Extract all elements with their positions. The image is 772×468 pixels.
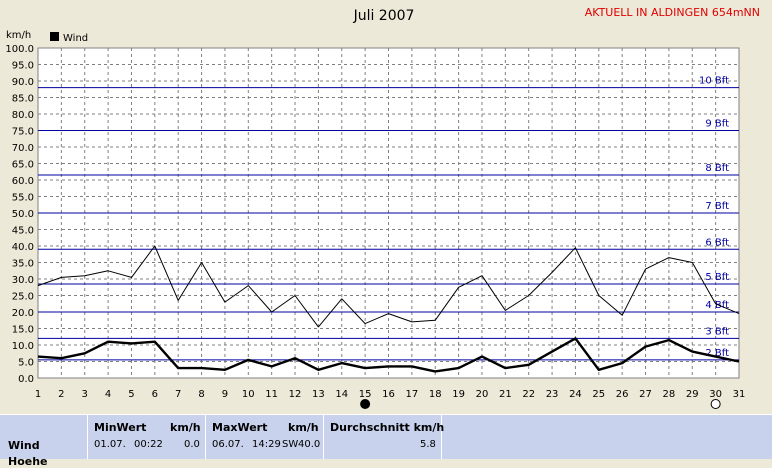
y-tick-label: 75.0	[12, 127, 34, 138]
beaufort-label: 2 Bft	[705, 348, 729, 359]
y-tick-labels: 0.0 5.0 10.0 15.0 20.0 25.0 30.0 35.0 40.0 45.0 50…	[5, 44, 34, 385]
beaufort-label: 5 Bft	[705, 272, 729, 283]
min-header: MinWert	[94, 421, 147, 434]
y-tick-label: 20.0	[12, 308, 34, 319]
beaufort-label: 4 Bft	[705, 300, 729, 311]
y-tick-label: 5.0	[18, 358, 34, 369]
y-tick-label: 60.0	[12, 176, 34, 187]
x-tick-label: 17	[405, 389, 418, 400]
legend-label: Wind	[63, 33, 88, 44]
x-tick-label: 5	[128, 389, 134, 400]
x-tick-label: 9	[222, 389, 228, 400]
beaufort-label: 6 Bft	[705, 237, 729, 248]
x-tick-label: 22	[522, 389, 535, 400]
min-cell: MinWert km/h 01.07. 00:22 0.0	[88, 415, 206, 459]
y-tick-label: 80.0	[12, 110, 34, 121]
x-tick-label: 10	[242, 389, 255, 400]
wind-chart: 2 Bft 3 Bft 4 Bft 5 Bft 6 Bft 7 Bft 8 Bft 9 Bft…	[5, 6, 760, 409]
x-tick-label: 6	[152, 389, 158, 400]
y-tick-label: 85.0	[12, 94, 34, 105]
min-date: 01.07.	[94, 439, 126, 450]
avg-cell: Durchschnitt km/h 5.8	[324, 415, 445, 459]
beaufort-label: 3 Bft	[705, 326, 729, 337]
y-tick-label: 90.0	[12, 77, 34, 88]
y-tick-label: 0.0	[18, 374, 34, 385]
beaufort-label: 10 Bft	[699, 76, 729, 87]
x-tick-label: 25	[592, 389, 605, 400]
x-tick-label: 26	[616, 389, 629, 400]
x-tick-label: 8	[198, 389, 204, 400]
x-tick-labels: 1 2 3 4 5 6 7 8 9 10 11 12 13 14 15 16 17 18 19 20 21 22 23 24 2…	[35, 389, 746, 400]
x-tick-label: 13	[312, 389, 325, 400]
stats-label-cell: Wind Hoehe	[0, 415, 88, 468]
beaufort-label: 8 Bft	[705, 163, 729, 174]
y-tick-label: 65.0	[12, 160, 34, 171]
min-time: 00:22	[134, 439, 163, 450]
avg-header: Durchschnitt km/h	[330, 421, 445, 434]
x-tick-label: 4	[105, 389, 111, 400]
x-tick-label: 18	[429, 389, 442, 400]
y-tick-label: 100.0	[5, 44, 34, 55]
x-tick-label: 16	[382, 389, 395, 400]
beaufort-lines: 2 Bft 3 Bft 4 Bft 5 Bft 6 Bft 7 Bft 8 Bft 9 Bft…	[38, 76, 739, 361]
x-tick-label: 24	[569, 389, 582, 400]
moon-markers	[360, 399, 721, 409]
y-tick-label: 95.0	[12, 61, 34, 72]
max-cell: MaxWert km/h 06.07. 14:29 SW 40.0	[206, 415, 324, 459]
chart-window: 2 Bft 3 Bft 4 Bft 5 Bft 6 Bft 7 Bft 8 Bft 9 Bft…	[0, 6, 772, 468]
series-group	[37, 245, 740, 373]
chart-title: Juli 2007	[353, 8, 415, 24]
x-tick-label: 27	[639, 389, 652, 400]
y-tick-label: 45.0	[12, 226, 34, 237]
x-tick-label: 30	[709, 389, 722, 400]
x-tick-label: 20	[476, 389, 489, 400]
y-tick-label: 70.0	[12, 143, 34, 154]
y-tick-label: 35.0	[12, 259, 34, 270]
max-unit: km/h	[288, 421, 319, 434]
y-tick-label: 50.0	[12, 209, 34, 220]
max-value: 40.0	[298, 439, 321, 450]
x-tick-label: 7	[175, 389, 181, 400]
y-tick-label: 25.0	[12, 292, 34, 303]
x-tick-label: 15	[359, 389, 372, 400]
series-line-wind	[37, 337, 740, 373]
beaufort-label: 7 Bft	[705, 201, 729, 212]
x-tick-label: 11	[265, 389, 278, 400]
x-tick-label: 12	[289, 389, 302, 400]
x-tick-label: 2	[58, 389, 64, 400]
x-tick-label: 21	[499, 389, 512, 400]
y-tick-label: 30.0	[12, 275, 34, 286]
y-unit-label: km/h	[6, 30, 31, 41]
max-date: 06.07.	[212, 439, 244, 450]
y-tick-label: 15.0	[12, 325, 34, 336]
x-tick-label: 29	[686, 389, 699, 400]
stats-row-label: Wind	[8, 439, 40, 452]
max-direction: SW	[282, 439, 299, 450]
min-value: 0.0	[184, 439, 200, 450]
x-tick-label: 1	[35, 389, 41, 400]
new-moon-icon	[710, 399, 721, 409]
min-unit: km/h	[170, 421, 201, 434]
stats-row-label-2: Hoehe	[8, 455, 48, 468]
stats-panel: Wind Hoehe MinWert km/h 01.07. 00:22 0.0…	[0, 414, 772, 468]
x-tick-label: 28	[663, 389, 676, 400]
x-tick-label: 19	[452, 389, 465, 400]
series-line-maximum	[37, 245, 740, 328]
x-tick-label: 14	[335, 389, 348, 400]
avg-value: 5.8	[420, 439, 436, 450]
beaufort-label: 9 Bft	[705, 119, 729, 130]
x-tick-label: 23	[546, 389, 559, 400]
y-tick-label: 10.0	[12, 341, 34, 352]
y-tick-label: 40.0	[12, 242, 34, 253]
x-tick-label: 31	[733, 389, 746, 400]
y-tick-label: 55.0	[12, 193, 34, 204]
max-header: MaxWert	[212, 421, 268, 434]
legend-swatch	[50, 32, 59, 41]
full-moon-icon	[360, 399, 371, 409]
x-tick-label: 3	[82, 389, 88, 400]
station-label: AKTUELL IN ALDINGEN 654mNN	[585, 6, 760, 19]
max-time: 14:29	[252, 439, 281, 450]
